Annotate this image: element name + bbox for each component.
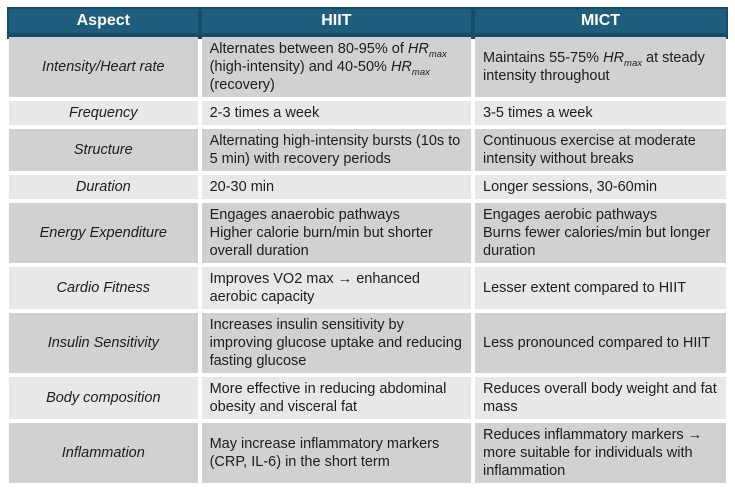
aspect-cell: Inflammation — [9, 423, 198, 483]
aspect-cell: Energy Expenditure — [9, 203, 198, 263]
mict-cell: Reduces inflammatory markers → more suit… — [475, 423, 726, 483]
header-row: Aspect HIIT MICT — [9, 9, 726, 33]
aspect-cell: Duration — [9, 175, 198, 199]
mict-cell: 3-5 times a week — [475, 101, 726, 125]
table-row: Body composition More effective in reduci… — [9, 377, 726, 419]
mict-cell: Engages aerobic pathways Burns fewer calo… — [475, 203, 726, 263]
hiit-cell: 2-3 times a week — [201, 101, 471, 125]
mict-cell: Maintains 55-75% HRmax at steady intensi… — [475, 37, 726, 97]
mict-cell: Lesser extent compared to HIIT — [475, 267, 726, 309]
aspect-cell: Structure — [9, 129, 198, 171]
hiit-mict-comparison-table: Aspect HIIT MICT Intensity/Heart rate Alt… — [5, 5, 730, 487]
mict-cell: Longer sessions, 30-60min — [475, 175, 726, 199]
aspect-cell: Frequency — [9, 101, 198, 125]
table-row: Energy Expenditure Engages anaerobic path… — [9, 203, 726, 263]
mict-cell: Less pronounced compared to HIIT — [475, 313, 726, 373]
table-row: Structure Alternating high-intensity burs… — [9, 129, 726, 171]
hiit-cell: Engages anaerobic pathways Higher calorie… — [201, 203, 471, 263]
hiit-cell: Improves VO2 max → enhanced aerobic capa… — [201, 267, 471, 309]
header-cell-hiit: HIIT — [201, 9, 471, 33]
header-cell-aspect: Aspect — [9, 9, 198, 33]
aspect-cell: Body composition — [9, 377, 198, 419]
aspect-cell: Cardio Fitness — [9, 267, 198, 309]
mict-cell: Continuous exercise at moderate intensit… — [475, 129, 726, 171]
table-row: Frequency 2-3 times a week 3-5 times a wee… — [9, 101, 726, 125]
table-row: Inflammation May increase inflammatory ma… — [9, 423, 726, 483]
aspect-cell: Insulin Sensitivity — [9, 313, 198, 373]
hiit-cell: May increase inflammatory markers (CRP, … — [201, 423, 471, 483]
table-body: Intensity/Heart rate Alternates between 8… — [9, 37, 726, 483]
hiit-cell: Alternating high-intensity bursts (10s t… — [201, 129, 471, 171]
hiit-cell: Increases insulin sensitivity by improvi… — [201, 313, 471, 373]
hiit-cell: More effective in reducing abdominal obe… — [201, 377, 471, 419]
table-row: Intensity/Heart rate Alternates between 8… — [9, 37, 726, 97]
aspect-cell: Intensity/Heart rate — [9, 37, 198, 97]
table-row: Cardio Fitness Improves VO2 max → enhance… — [9, 267, 726, 309]
table-row: Insulin Sensitivity Increases insulin sen… — [9, 313, 726, 373]
table-row: Duration 20-30 min Longer sessions, 30-60m… — [9, 175, 726, 199]
hiit-cell: Alternates between 80-95% of HRmax (high… — [201, 37, 471, 97]
hiit-cell: 20-30 min — [201, 175, 471, 199]
mict-cell: Reduces overall body weight and fat mass — [475, 377, 726, 419]
header-cell-mict: MICT — [475, 9, 726, 33]
